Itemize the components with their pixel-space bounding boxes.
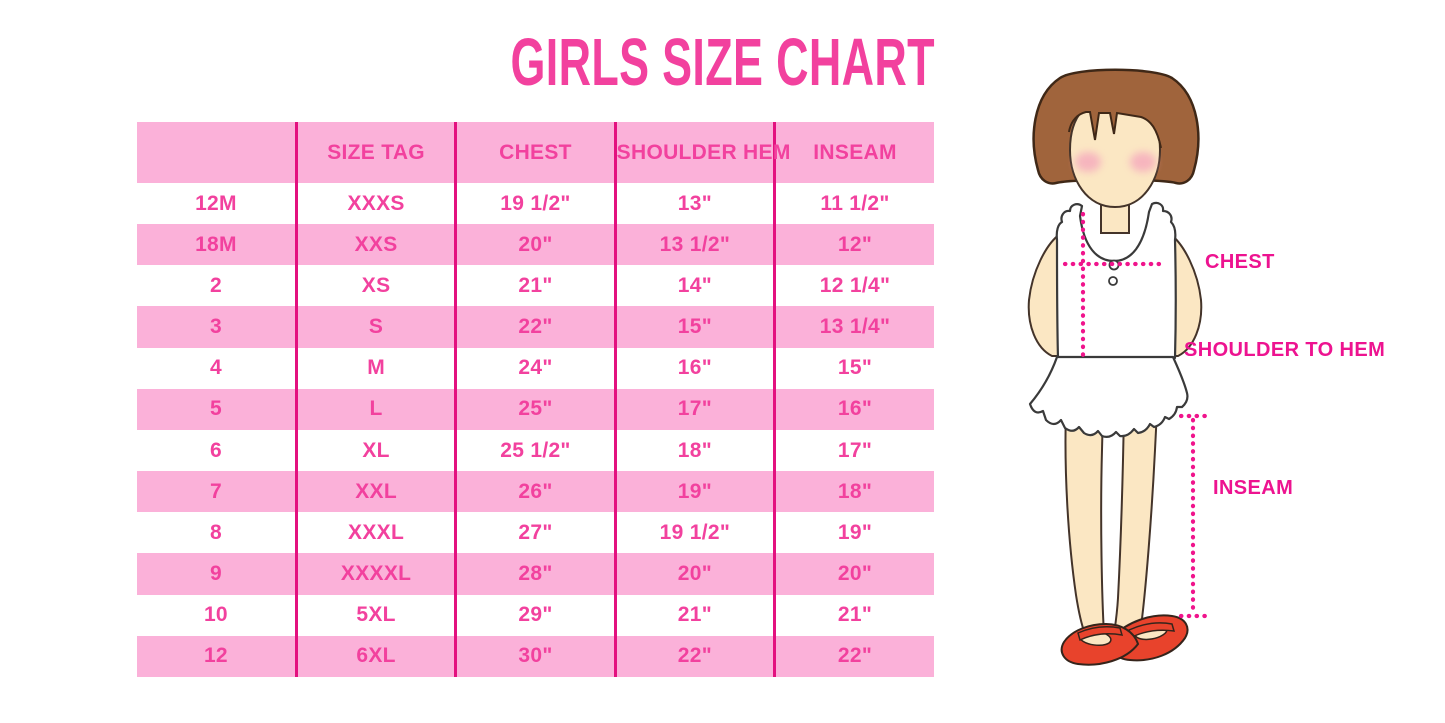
table-row: 4 M 24" 16" 15" <box>137 347 934 389</box>
table-cell: 16" <box>773 388 934 430</box>
table-cell: 3 <box>137 306 297 348</box>
table-cell: 15" <box>613 306 775 348</box>
girl-blush-left <box>1075 152 1101 172</box>
table-row: 10 5XL 29" 21" 21" <box>137 594 934 636</box>
column-header: CHEST <box>454 122 616 183</box>
table-row: 18M XXS 20" 13 1/2" 12" <box>137 224 934 266</box>
column-header: SIZE TAG <box>294 122 456 183</box>
table-cell: XXXL <box>294 512 456 554</box>
girl-left-shoe <box>1060 622 1140 666</box>
table-cell: XL <box>294 429 456 472</box>
inseam-label: INSEAM <box>1213 477 1294 499</box>
table-cell: XXS <box>294 224 456 266</box>
shoulder-to-hem-label: SHOULDER TO HEM <box>1184 339 1386 361</box>
table-cell: 12 <box>137 635 297 677</box>
table-cell: 5 <box>137 388 297 430</box>
table-cell: 15" <box>773 347 934 389</box>
table-cell: 18" <box>613 429 775 472</box>
table-cell: 29" <box>454 594 616 636</box>
table-cell: 27" <box>454 512 616 554</box>
measurement-lines <box>1062 211 1208 619</box>
table-cell: 6XL <box>294 635 456 677</box>
table-cell: 16" <box>613 347 775 389</box>
table-cell: XS <box>294 265 456 307</box>
table-cell: L <box>294 388 456 430</box>
table-cell: 20" <box>613 553 775 595</box>
table-row: 3 S 22" 15" 13 1/4" <box>137 306 934 348</box>
table-row: 12 6XL 30" 22" 22" <box>137 635 934 677</box>
table-cell: 21" <box>613 594 775 636</box>
table-row: 2 XS 21" 14" 12 1/4" <box>137 265 934 307</box>
table-row: 12M XXXS 19 1/2" 13" 11 1/2" <box>137 183 934 225</box>
table-cell: 4 <box>209 356 222 380</box>
table-cell: 13 1/4" <box>773 306 934 348</box>
table-row: 7 XXL 26" 19" 18" <box>137 471 934 513</box>
girl-left-leg <box>1064 409 1106 635</box>
table-cell: XXL <box>294 471 456 513</box>
table-cell: 17" <box>613 388 775 430</box>
table-cell: 12" <box>773 224 934 266</box>
column-header <box>137 122 297 183</box>
table-cell: 5XL <box>294 594 456 636</box>
table-cell: 20" <box>773 553 934 595</box>
page-title: GIRLS SIZE CHART <box>0 29 1445 96</box>
table-cell: 20" <box>454 224 616 266</box>
table-row: 5 L 25" 17" 16" <box>137 388 934 430</box>
table-cell: 19" <box>613 471 775 513</box>
measurement-figure: CHEST SHOULDER TO HEM INSEAM <box>1000 0 1445 723</box>
table-cell: 17" <box>773 429 934 472</box>
table-cell: XXXS <box>294 183 456 225</box>
table-cell: 13 1/2" <box>613 224 775 266</box>
table-cell: 9 <box>137 553 297 595</box>
table-cell: 19 1/2" <box>613 512 775 554</box>
table-cell: 28" <box>454 553 616 595</box>
size-table-head: SIZE TAG CHEST SHOULDER HEM INSEAM <box>137 122 934 183</box>
table-cell: 25" <box>454 388 616 430</box>
column-header: SHOULDER HEM <box>613 122 790 183</box>
table-cell: 12 1/4" <box>773 265 934 307</box>
table-row: 6 XL 25 1/2" 18" 17" <box>137 429 934 472</box>
table-cell: 22" <box>613 635 775 677</box>
chest-label: CHEST <box>1205 251 1275 273</box>
table-cell: 2 <box>209 273 222 297</box>
table-cell: 19" <box>773 512 934 554</box>
table-cell: 10 <box>203 603 228 627</box>
girl-skirt <box>1028 355 1189 438</box>
table-cell: 11 1/2" <box>773 183 934 225</box>
table-cell: 26" <box>454 471 616 513</box>
girl-blush-right <box>1130 152 1156 172</box>
size-table-body: 12M XXXS 19 1/2" 13" 11 1/2" 18M XXS 20" 13 1/2"… <box>137 183 934 677</box>
girl-top-button-2 <box>1108 276 1118 286</box>
table-cell: 21" <box>773 594 934 636</box>
size-table-header-row: SIZE TAG CHEST SHOULDER HEM INSEAM <box>137 122 934 183</box>
table-cell: 21" <box>454 265 616 307</box>
table-cell: 19 1/2" <box>454 183 616 225</box>
table-cell: 22" <box>454 306 616 348</box>
girl-right-leg <box>1112 409 1159 635</box>
table-row: 8 XXXL 27" 19 1/2" 19" <box>137 512 934 554</box>
table-cell: S <box>294 306 456 348</box>
girl-measurement-illustration <box>1027 68 1208 666</box>
page-title-text: GIRLS SIZE CHART <box>510 25 935 100</box>
table-cell: 7 <box>137 471 297 513</box>
column-header: INSEAM <box>773 122 934 183</box>
table-cell: 6 <box>209 438 222 462</box>
table-cell: 14" <box>613 265 775 307</box>
table-cell: 8 <box>209 520 222 544</box>
table-cell: 30" <box>454 635 616 677</box>
table-cell: 12M <box>195 191 237 215</box>
table-cell: 18" <box>773 471 934 513</box>
table-cell: M <box>294 347 456 389</box>
table-cell: 24" <box>454 347 616 389</box>
girl-hairline-outline <box>1068 111 1162 149</box>
girls-size-table: SIZE TAG CHEST SHOULDER HEM INSEAM 12M XXXS 1… <box>137 122 934 677</box>
table-cell: 13" <box>613 183 775 225</box>
table-cell: 22" <box>773 635 934 677</box>
table-cell: 25 1/2" <box>454 429 616 472</box>
table-cell: XXXXL <box>294 553 456 595</box>
table-row: 9 XXXXL 28" 20" 20" <box>137 553 934 595</box>
table-cell: 18M <box>137 224 297 266</box>
